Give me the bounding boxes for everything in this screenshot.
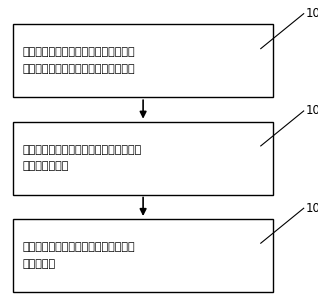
Text: 含水损失量公式: 含水损失量公式: [22, 161, 69, 171]
Text: 建立地下油层原始含油、含水饱和度校: 建立地下油层原始含油、含水饱和度校: [22, 242, 135, 252]
Text: 101: 101: [305, 7, 318, 20]
Text: 102: 102: [305, 105, 318, 117]
FancyBboxPatch shape: [13, 122, 273, 195]
Text: 正数学模型: 正数学模型: [22, 259, 55, 269]
Text: 的含油、含水饱和度损失变化校正公式: 的含油、含水饱和度损失变化校正公式: [22, 64, 135, 74]
Text: 建立样品由于降压脱气排液造成的含油、: 建立样品由于降压脱气排液造成的含油、: [22, 145, 142, 155]
Text: 103: 103: [305, 202, 318, 215]
Text: 建立岩石样品孔隙及油水体积变化造成: 建立岩石样品孔隙及油水体积变化造成: [22, 47, 135, 57]
FancyBboxPatch shape: [13, 24, 273, 97]
FancyBboxPatch shape: [13, 219, 273, 292]
